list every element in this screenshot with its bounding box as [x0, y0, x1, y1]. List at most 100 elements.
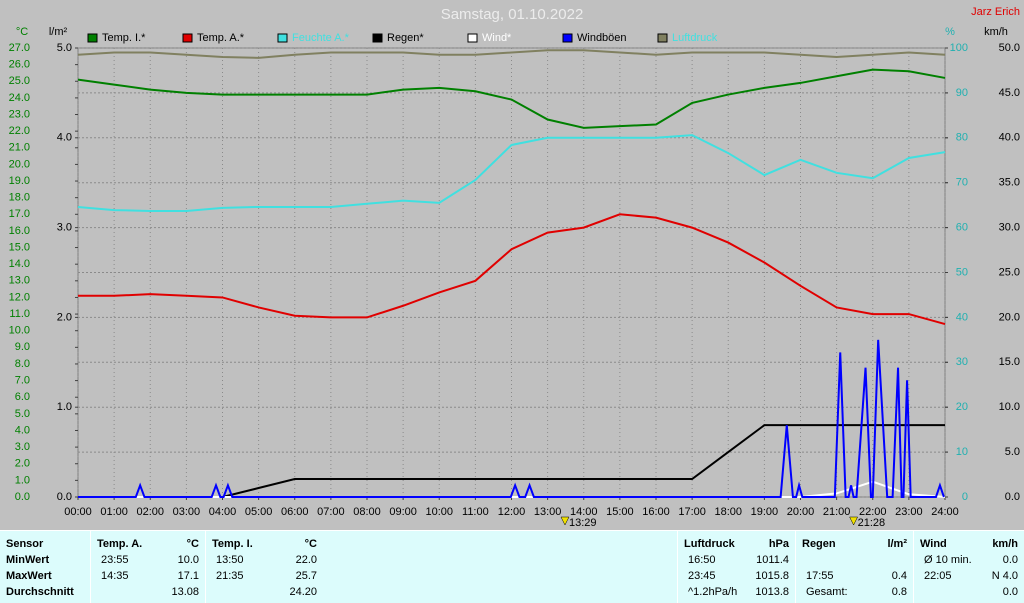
x-tick-label: 21:00	[823, 506, 851, 518]
series-line	[78, 339, 945, 498]
table-column: Temp. I. °C 13:50 22.0 21:35 25.7 24.20	[205, 531, 323, 603]
y-tick-label: 16.0	[9, 225, 30, 237]
table-cell: 13:50	[216, 554, 244, 566]
table-cell: 16:50	[688, 554, 716, 566]
x-tick-label: 13:00	[534, 506, 562, 518]
legend-label: Temp. A.*	[197, 32, 245, 44]
x-tick-label: 05:00	[245, 506, 273, 518]
y-tick-label: 60	[956, 222, 968, 234]
legend-label: Regen*	[387, 32, 424, 44]
table-column: Luftdruck hPa 16:50 1011.4 23:45 1015.8 ^1.2hP…	[677, 531, 795, 603]
table-column: Wind km/h Ø 10 min. 0.0 22:05 N 4.0 0.0	[913, 531, 1024, 603]
y-tick-label: 20.0	[999, 311, 1020, 323]
table-cell: l/m²	[887, 538, 907, 550]
sun-marker	[849, 516, 859, 526]
table-cell: km/h	[992, 538, 1018, 550]
legend-swatch	[87, 33, 98, 43]
y-tick-label: 0	[962, 491, 968, 503]
table-cell: MinWert	[6, 554, 50, 566]
y-tick-label: 22.0	[9, 125, 30, 137]
table-cell: Ø 10 min.	[924, 554, 972, 566]
x-tick-label: 23:00	[895, 506, 923, 518]
table-cell: 22.0	[295, 554, 317, 566]
author: Jarz Erich	[971, 6, 1020, 18]
sun-marker	[560, 516, 570, 526]
x-tick-label: 10:00	[425, 506, 453, 518]
y-tick-label: 5.0	[1005, 446, 1020, 458]
legend-swatch	[562, 33, 573, 43]
legend-label: Temp. I.*	[102, 32, 146, 44]
x-tick-label: 07:00	[317, 506, 345, 518]
table-cell: 22:05	[924, 570, 952, 582]
y-tick-label: 23.0	[9, 108, 30, 120]
x-tick-label: 22:00	[859, 506, 887, 518]
table-column: Sensor MinWert MaxWert Durchschnitt	[0, 531, 90, 603]
y-tick-label: 26.0	[9, 59, 30, 71]
y-tick-label: 30.0	[999, 222, 1020, 234]
axis-unit: km/h	[984, 26, 1008, 38]
table-cell: Temp. I.	[212, 538, 253, 550]
legend-swatch	[467, 33, 478, 43]
chart-title: Samstag, 01.10.2022	[441, 6, 584, 23]
x-tick-label: 14:00	[570, 506, 598, 518]
table-cell: Temp. A.	[97, 538, 143, 550]
y-tick-label: 18.0	[9, 192, 30, 204]
table-cell: 1013.8	[755, 586, 789, 598]
y-tick-label: 21.0	[9, 142, 30, 154]
y-tick-label: 27.0	[9, 42, 30, 54]
table-cell: 0.4	[891, 570, 907, 582]
y-tick-label: 13.0	[9, 275, 30, 287]
y-tick-label: 100	[950, 42, 968, 54]
table-cell: Regen	[802, 538, 836, 550]
table-cell: N 4.0	[991, 570, 1018, 582]
y-tick-label: 8.0	[15, 358, 30, 370]
y-tick-label: 3.0	[57, 222, 72, 234]
y-tick-label: 0.0	[57, 491, 72, 503]
table-cell: hPa	[768, 538, 789, 550]
y-tick-label: 50	[956, 266, 968, 278]
y-tick-label: 80	[956, 132, 968, 144]
x-tick-label: 12:00	[498, 506, 526, 518]
x-tick-label: 18:00	[714, 506, 742, 518]
x-tick-label: 17:00	[678, 506, 706, 518]
table-cell: 13.08	[171, 586, 199, 598]
y-tick-label: 45.0	[999, 87, 1020, 99]
y-tick-label: 3.0	[15, 441, 30, 453]
y-tick-label: 20.0	[9, 158, 30, 170]
y-tick-label: 14.0	[9, 258, 30, 270]
table-cell: 1011.4	[756, 554, 789, 566]
y-tick-label: 12.0	[9, 291, 30, 303]
axis-unit: %	[945, 26, 955, 38]
table-cell: 1015.8	[755, 570, 789, 582]
x-tick-label: 16:00	[642, 506, 670, 518]
legend-label: Wind*	[482, 32, 512, 44]
x-tick-label: 08:00	[353, 506, 381, 518]
x-tick-label: 09:00	[389, 506, 417, 518]
y-tick-label: 10	[956, 446, 968, 458]
legend-swatch	[182, 33, 193, 43]
table-cell: 14:35	[101, 570, 129, 582]
y-tick-label: 40.0	[999, 132, 1020, 144]
y-tick-label: 9.0	[15, 341, 30, 353]
y-tick-label: 15.0	[9, 241, 30, 253]
legend-swatch	[372, 33, 383, 43]
x-tick-label: 00:00	[64, 506, 92, 518]
legend-swatch	[277, 33, 288, 43]
axis-unit: °C	[16, 26, 28, 38]
x-tick-label: 11:00	[462, 506, 489, 518]
y-tick-label: 19.0	[9, 175, 30, 187]
stats-table: Sensor MinWert MaxWert Durchschnitt Temp. A.…	[0, 530, 1024, 603]
x-tick-label: 15:00	[606, 506, 634, 518]
table-cell: 21:35	[216, 570, 244, 582]
y-tick-label: 0.0	[15, 491, 30, 503]
table-cell: 0.8	[891, 586, 907, 598]
y-tick-label: 4.0	[15, 424, 30, 436]
table-cell: 0.0	[1002, 554, 1018, 566]
x-tick-label: 04:00	[209, 506, 237, 518]
y-tick-label: 10.0	[9, 325, 30, 337]
y-tick-label: 2.0	[57, 311, 72, 323]
x-tick-label: 20:00	[787, 506, 815, 518]
x-tick-label: 24:00	[931, 506, 959, 518]
y-tick-label: 11.0	[9, 308, 30, 320]
